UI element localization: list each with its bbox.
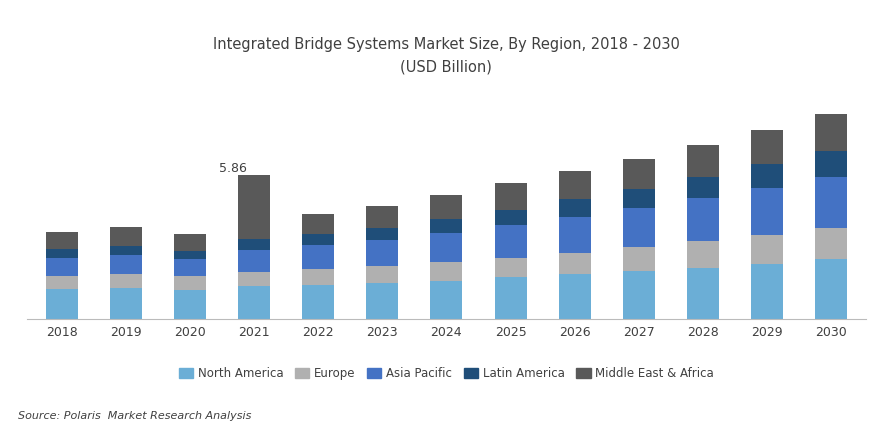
Bar	[815, 176, 847, 228]
Bar	[687, 241, 719, 268]
Bar	[46, 289, 78, 319]
Bar	[238, 250, 271, 272]
Bar	[431, 280, 462, 319]
Legend: North America, Europe, Asia Pacific, Latin America, Middle East & Africa: North America, Europe, Asia Pacific, Lat…	[174, 362, 719, 385]
Bar	[494, 184, 527, 210]
Bar	[302, 245, 334, 269]
Bar	[238, 175, 271, 239]
Bar	[238, 239, 271, 250]
Bar	[174, 290, 206, 319]
Bar	[751, 130, 783, 164]
Bar	[559, 199, 591, 217]
Bar	[751, 235, 783, 264]
Bar	[494, 225, 527, 258]
Bar	[302, 214, 334, 234]
Bar	[46, 258, 78, 276]
Bar	[494, 210, 527, 225]
Bar	[687, 177, 719, 198]
Bar	[622, 247, 655, 271]
Bar	[687, 268, 719, 319]
Bar	[687, 198, 719, 241]
Bar	[46, 249, 78, 258]
Bar	[110, 255, 142, 274]
Bar	[110, 274, 142, 288]
Bar	[622, 159, 655, 189]
Bar	[431, 233, 462, 262]
Bar	[815, 151, 847, 176]
Bar	[366, 240, 399, 266]
Bar	[559, 253, 591, 275]
Bar	[110, 246, 142, 255]
Text: Source: Polaris  Market Research Analysis: Source: Polaris Market Research Analysis	[18, 411, 251, 421]
Bar	[110, 227, 142, 246]
Bar	[494, 258, 527, 278]
Bar	[366, 228, 399, 240]
Bar	[110, 288, 142, 319]
Bar	[622, 189, 655, 208]
Bar	[302, 285, 334, 319]
Bar	[174, 234, 206, 251]
Bar	[559, 171, 591, 199]
Bar	[559, 275, 591, 319]
Bar	[238, 272, 271, 286]
Bar	[751, 188, 783, 235]
Bar	[46, 276, 78, 289]
Bar	[431, 219, 462, 233]
Bar	[751, 164, 783, 188]
Bar	[174, 251, 206, 259]
Bar	[366, 283, 399, 319]
Bar	[366, 266, 399, 283]
Bar	[238, 286, 271, 319]
Bar	[302, 234, 334, 245]
Bar	[174, 259, 206, 276]
Bar	[494, 278, 527, 319]
Bar	[815, 259, 847, 319]
Bar	[366, 206, 399, 228]
Bar	[302, 269, 334, 285]
Bar	[559, 217, 591, 253]
Title: Integrated Bridge Systems Market Size, By Region, 2018 - 2030
(USD Billion): Integrated Bridge Systems Market Size, B…	[213, 37, 680, 74]
Bar	[751, 264, 783, 319]
Bar	[815, 113, 847, 151]
Bar	[622, 208, 655, 247]
Bar	[431, 262, 462, 281]
Text: 5.86: 5.86	[219, 162, 247, 175]
Bar	[622, 271, 655, 319]
Bar	[174, 276, 206, 290]
Bar	[46, 232, 78, 249]
Bar	[687, 145, 719, 177]
Bar	[431, 195, 462, 219]
Bar	[815, 228, 847, 259]
